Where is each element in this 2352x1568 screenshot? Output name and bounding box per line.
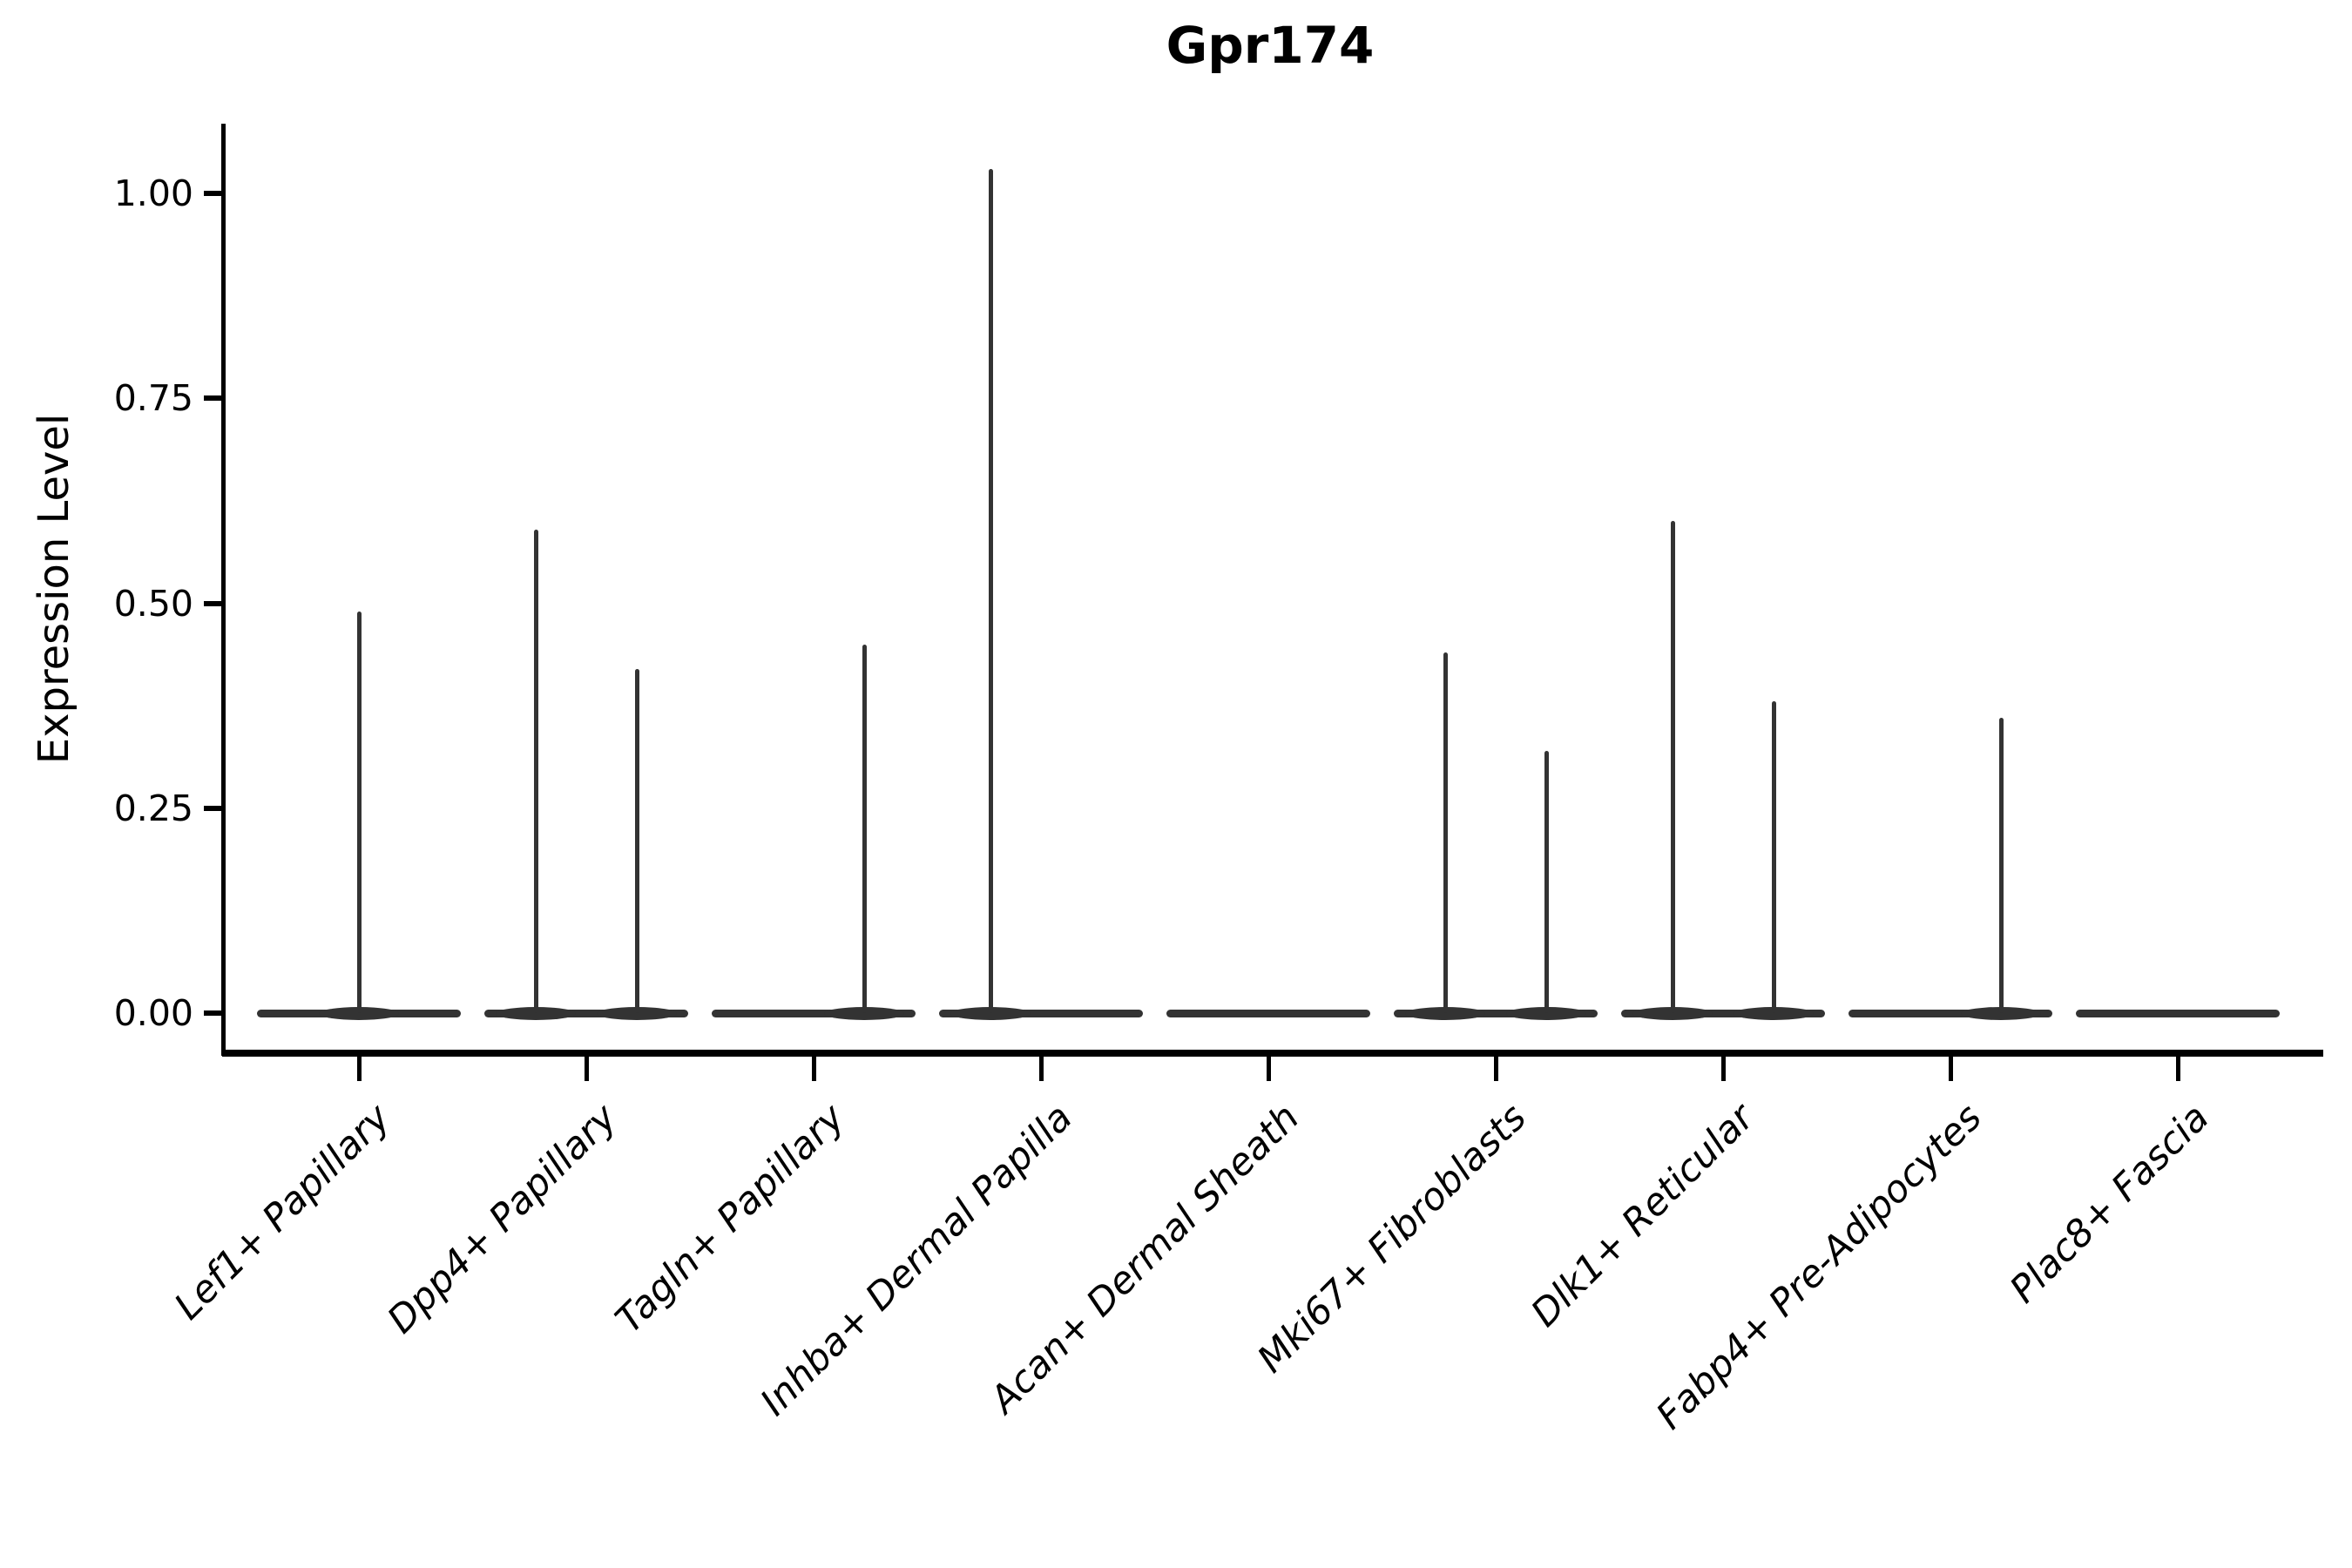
x-tick-label: Plac8+ Fascia [2001,1096,2218,1312]
violin-spike [1443,652,1448,1013]
x-axis-line [222,1050,2323,1057]
violin-base-mound [496,1006,576,1020]
x-tick-mark [2175,1057,2180,1081]
violin-spike [356,611,362,1013]
x-tick-mark [1720,1057,1726,1081]
violin-baseline [712,1009,916,1017]
x-tick-mark [356,1057,362,1081]
violin-baseline [1166,1009,1370,1017]
violin-spike [988,168,993,1013]
violin-baseline [484,1009,688,1017]
x-tick-label: Tagln+ Papillary [607,1096,854,1342]
violin-spike [1670,521,1675,1013]
x-tick-label: Lef1+ Papillary [166,1096,399,1328]
violin-spike [1998,718,2004,1013]
y-tick-mark [204,1010,224,1016]
violin-baseline [1621,1009,1825,1017]
y-tick-mark [204,191,224,196]
violin-base-mound [1632,1006,1713,1020]
y-axis-line [221,124,226,1056]
x-tick-mark [1266,1057,1271,1081]
violin-baseline [2076,1009,2280,1017]
violin-baseline [1848,1009,2052,1017]
chart-title: Gpr174 [1166,16,1375,75]
y-tick-mark [204,600,224,606]
violin-baseline [939,1009,1143,1017]
violin-base-mound [597,1006,677,1020]
violin-base-mound [1961,1006,2041,1020]
y-tick-label: 1.00 [113,172,193,214]
violin-base-mound [824,1006,904,1020]
violin-base-mound [950,1006,1031,1020]
violin-base-mound [1734,1006,1814,1020]
violin-spike [1544,750,1549,1013]
violin-spike [634,668,639,1013]
y-tick-label: 0.50 [113,582,193,625]
violin-base-mound [1506,1006,1586,1020]
violin-base-mound [319,1006,399,1020]
violin-spike [862,644,867,1013]
y-tick-mark [204,395,224,402]
x-tick-label: Dlk1+ Reticular [1523,1096,1763,1336]
violin-base-mound [1405,1006,1485,1020]
violin-spike [1771,701,1776,1013]
y-tick-label: 0.75 [113,377,193,420]
x-tick-mark [1948,1057,1953,1081]
y-tick-label: 0.25 [113,787,193,829]
x-tick-mark [584,1057,589,1081]
x-tick-mark [1493,1057,1498,1081]
x-tick-mark [811,1057,816,1081]
y-tick-mark [204,805,224,811]
violin-spike [533,529,538,1013]
x-tick-mark [1038,1057,1044,1081]
violin-baseline [1394,1009,1598,1017]
y-tick-label: 0.00 [113,992,193,1034]
x-tick-label: Dpp4+ Papillary [379,1096,626,1342]
